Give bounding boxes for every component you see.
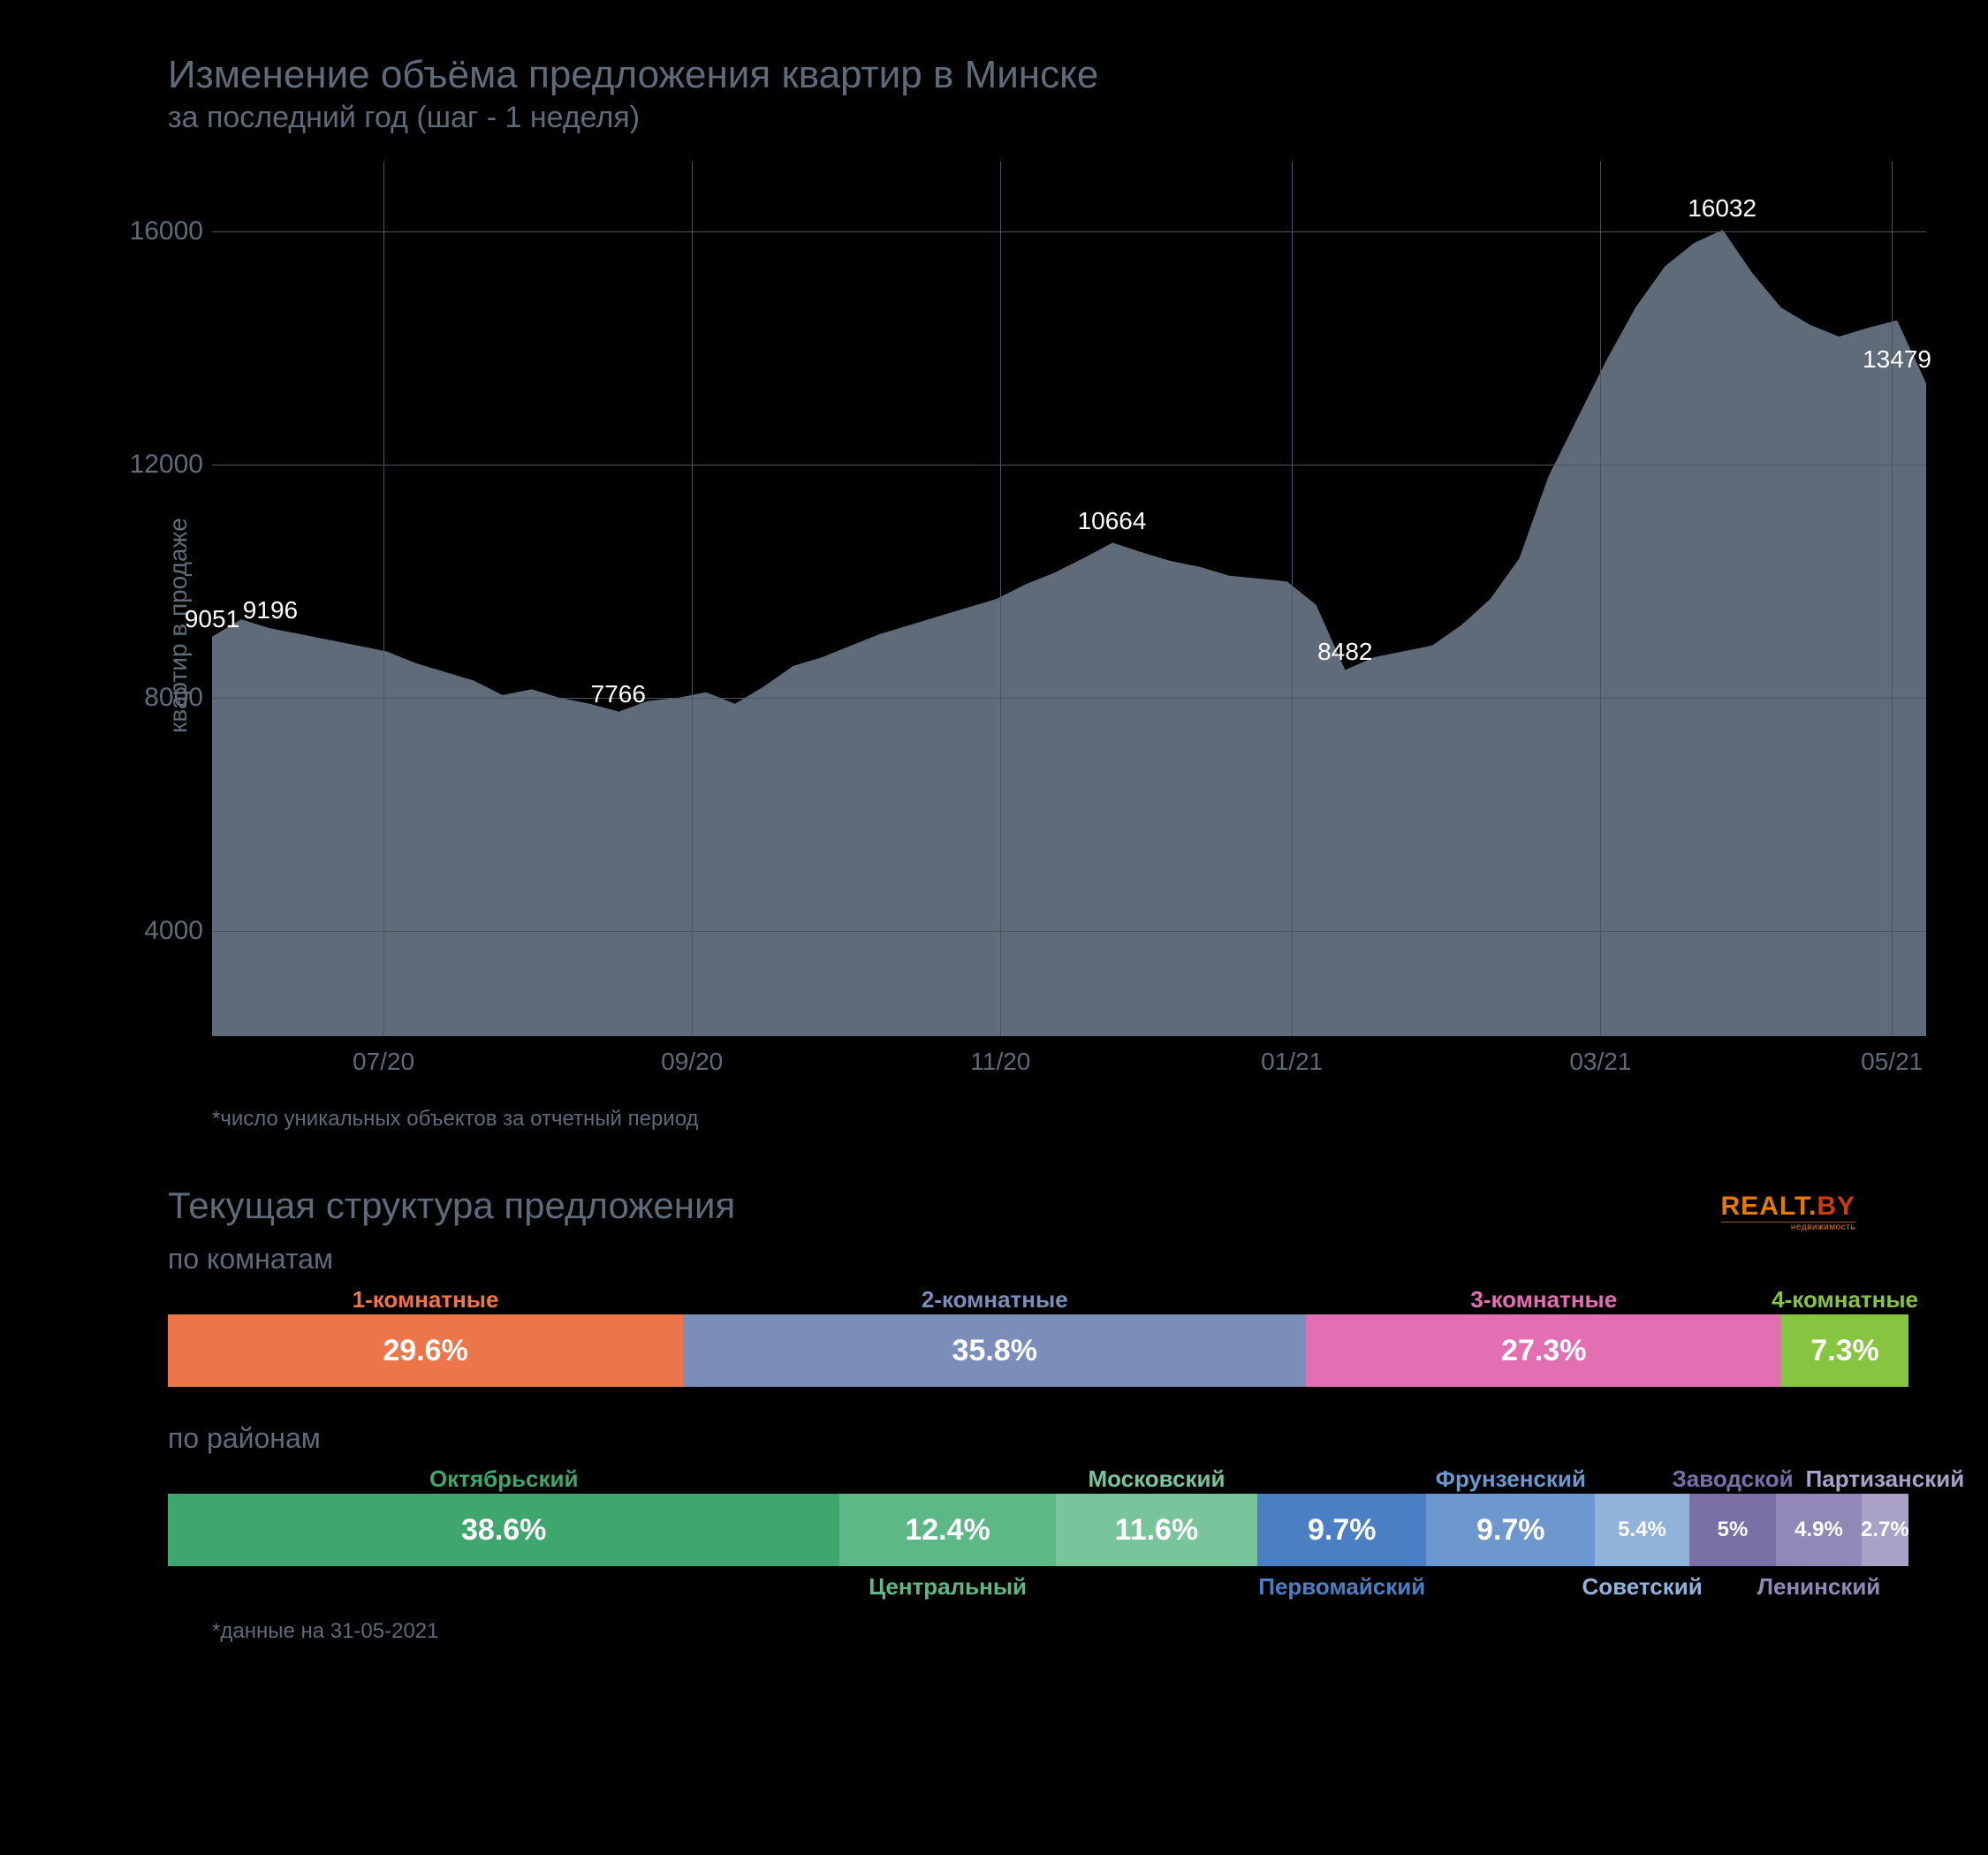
districts-bar: Октябрьский Московский Фрунзенский Заводско… xyxy=(168,1462,1908,1603)
segment-label: Октябрьский xyxy=(429,1465,579,1493)
plot-area: 40008000120001600007/2009/2011/2001/2103… xyxy=(212,162,1926,1036)
segment-label: Московский xyxy=(1088,1465,1225,1493)
x-tick-label: 07/20 xyxy=(353,1048,414,1076)
data-label: 8482 xyxy=(1317,638,1372,666)
structure-footnote: *данные на 31-05-2021 xyxy=(212,1619,1935,1644)
data-label: 7766 xyxy=(591,680,646,708)
rooms-bar: 1-комнатные2-комнатные3-комнатные4-комна… xyxy=(168,1283,1908,1387)
chart-subtitle: за последний год (шаг - 1 неделя) xyxy=(168,101,1935,135)
bar-segment: 38.6% xyxy=(168,1494,839,1566)
x-tick-label: 03/21 xyxy=(1569,1048,1631,1076)
brand-logo: REALT.BY недвижимость xyxy=(1721,1192,1855,1232)
logo-tagline: недвижимость xyxy=(1721,1222,1855,1232)
chart-title: Изменение объёма предложения квартир в М… xyxy=(168,53,1935,97)
bar-segment: 35.8% xyxy=(683,1314,1306,1387)
segment-label: Фрунзенский xyxy=(1436,1465,1586,1493)
main-chart: квартир в продаже 40008000120001600007/2… xyxy=(88,162,1926,1089)
segment-label: Центральный xyxy=(869,1573,1027,1601)
y-tick-label: 4000 xyxy=(124,916,203,946)
districts-heading: по районам xyxy=(168,1422,1935,1455)
bar-segment: 5% xyxy=(1689,1494,1777,1566)
y-tick-label: 16000 xyxy=(124,216,203,246)
structure-title: Текущая структура предложения xyxy=(168,1185,1935,1227)
data-label: 13479 xyxy=(1863,345,1931,374)
segment-label: Ленинский xyxy=(1757,1573,1881,1601)
area-chart-svg xyxy=(212,162,1926,1036)
bar-segment: 11.6% xyxy=(1056,1494,1258,1566)
y-tick-label: 8000 xyxy=(124,683,203,713)
segment-label: 4-комнатные xyxy=(1772,1286,1918,1314)
data-label: 16032 xyxy=(1688,194,1757,223)
segment-label: 1-комнатные xyxy=(353,1286,499,1314)
bar-segment: 27.3% xyxy=(1306,1314,1781,1387)
bar-segment: 29.6% xyxy=(168,1314,683,1387)
x-tick-label: 11/20 xyxy=(970,1048,1030,1076)
logo-text-suffix: . xyxy=(1809,1192,1817,1221)
bar-segment: 5.4% xyxy=(1595,1494,1688,1566)
segment-label: Советский xyxy=(1582,1573,1702,1601)
bar-segment: 12.4% xyxy=(839,1494,1055,1566)
segment-label: 3-комнатные xyxy=(1470,1286,1617,1314)
bar-segment: 4.9% xyxy=(1776,1494,1862,1566)
segment-label: Партизанский xyxy=(1806,1465,1965,1493)
y-tick-label: 12000 xyxy=(124,450,203,480)
rooms-heading: по комнатам xyxy=(168,1243,1935,1276)
data-label: 9196 xyxy=(243,596,298,625)
bar-segment: 9.7% xyxy=(1257,1494,1426,1566)
segment-label: Заводской xyxy=(1672,1465,1793,1493)
bar-segment: 9.7% xyxy=(1426,1494,1595,1566)
x-tick-label: 09/20 xyxy=(661,1048,723,1076)
segment-label: 2-комнатные xyxy=(922,1286,1068,1314)
x-tick-label: 05/21 xyxy=(1861,1048,1923,1076)
data-label: 9051 xyxy=(185,605,239,633)
x-tick-label: 01/21 xyxy=(1261,1048,1323,1076)
logo-text-by: BY xyxy=(1817,1192,1855,1221)
chart-footnote: *число уникальных объектов за отчетный п… xyxy=(212,1107,1935,1132)
segment-label: Первомайский xyxy=(1258,1573,1425,1601)
bar-segment: 7.3% xyxy=(1781,1314,1908,1387)
logo-text-main: REALT xyxy=(1721,1192,1809,1221)
data-label: 10664 xyxy=(1078,507,1147,535)
bar-segment: 2.7% xyxy=(1862,1494,1908,1566)
